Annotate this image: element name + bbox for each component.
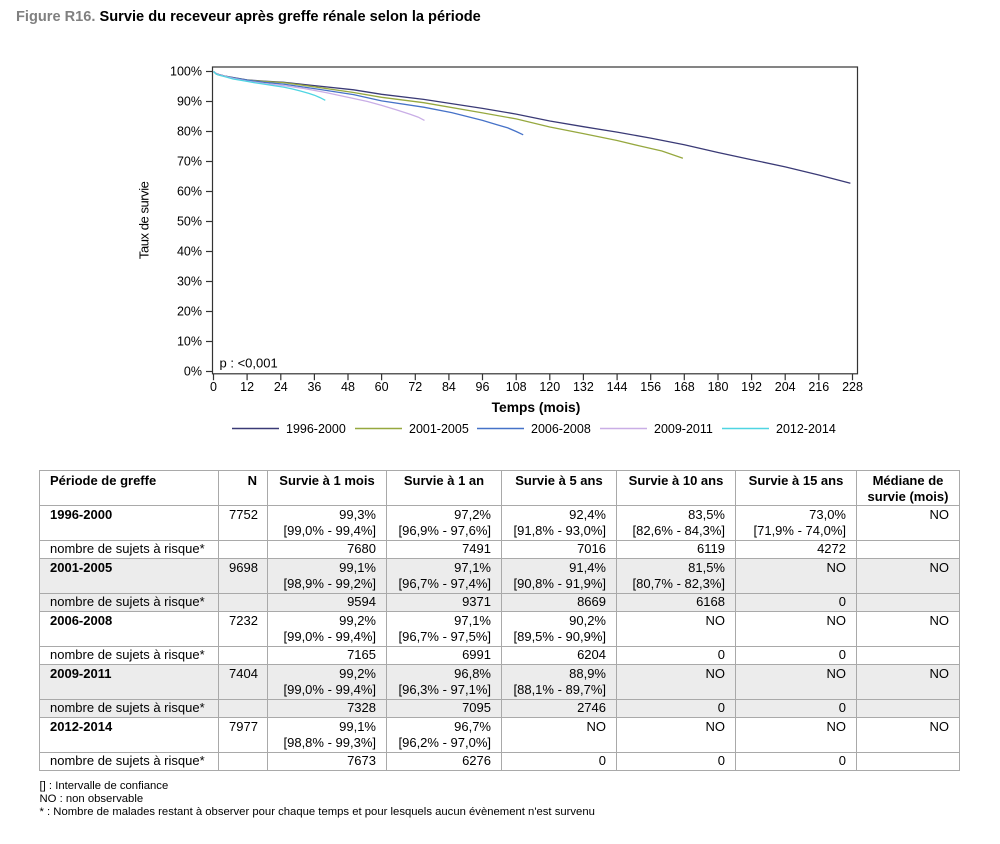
svg-text:2012-2014: 2012-2014 (776, 422, 836, 436)
svg-text:10%: 10% (177, 335, 202, 349)
svg-text:204: 204 (775, 380, 796, 394)
svg-text:228: 228 (842, 380, 863, 394)
svg-text:2009-2011: 2009-2011 (654, 422, 713, 436)
svg-text:Taux de survie: Taux de survie (137, 181, 152, 259)
svg-text:100%: 100% (170, 65, 202, 79)
svg-text:90%: 90% (177, 95, 202, 109)
svg-text:192: 192 (741, 380, 762, 394)
svg-text:0%: 0% (184, 365, 202, 379)
svg-text:216: 216 (808, 380, 829, 394)
svg-text:156: 156 (640, 380, 661, 394)
svg-text:0: 0 (210, 380, 217, 394)
svg-text:132: 132 (573, 380, 594, 394)
svg-text:60: 60 (375, 380, 389, 394)
svg-text:108: 108 (506, 380, 527, 394)
svg-text:40%: 40% (177, 245, 202, 259)
svg-text:50%: 50% (177, 215, 202, 229)
svg-text:72: 72 (408, 380, 422, 394)
svg-text:20%: 20% (177, 305, 202, 319)
svg-text:p : <0,001: p : <0,001 (220, 356, 278, 371)
svg-text:12: 12 (240, 380, 254, 394)
svg-text:168: 168 (674, 380, 695, 394)
svg-text:144: 144 (607, 380, 628, 394)
svg-text:2001-2005: 2001-2005 (409, 422, 469, 436)
svg-text:80%: 80% (177, 125, 202, 139)
svg-text:180: 180 (708, 380, 729, 394)
svg-text:70%: 70% (177, 155, 202, 169)
svg-text:84: 84 (442, 380, 456, 394)
svg-text:120: 120 (539, 380, 560, 394)
svg-text:2006-2008: 2006-2008 (531, 422, 591, 436)
svg-text:36: 36 (307, 380, 321, 394)
svg-text:24: 24 (274, 380, 288, 394)
svg-text:60%: 60% (177, 185, 202, 199)
svg-text:1996-2000: 1996-2000 (286, 422, 346, 436)
svg-text:30%: 30% (177, 275, 202, 289)
svg-text:96: 96 (476, 380, 490, 394)
svg-text:Temps (mois): Temps (mois) (492, 400, 581, 415)
svg-text:48: 48 (341, 380, 355, 394)
